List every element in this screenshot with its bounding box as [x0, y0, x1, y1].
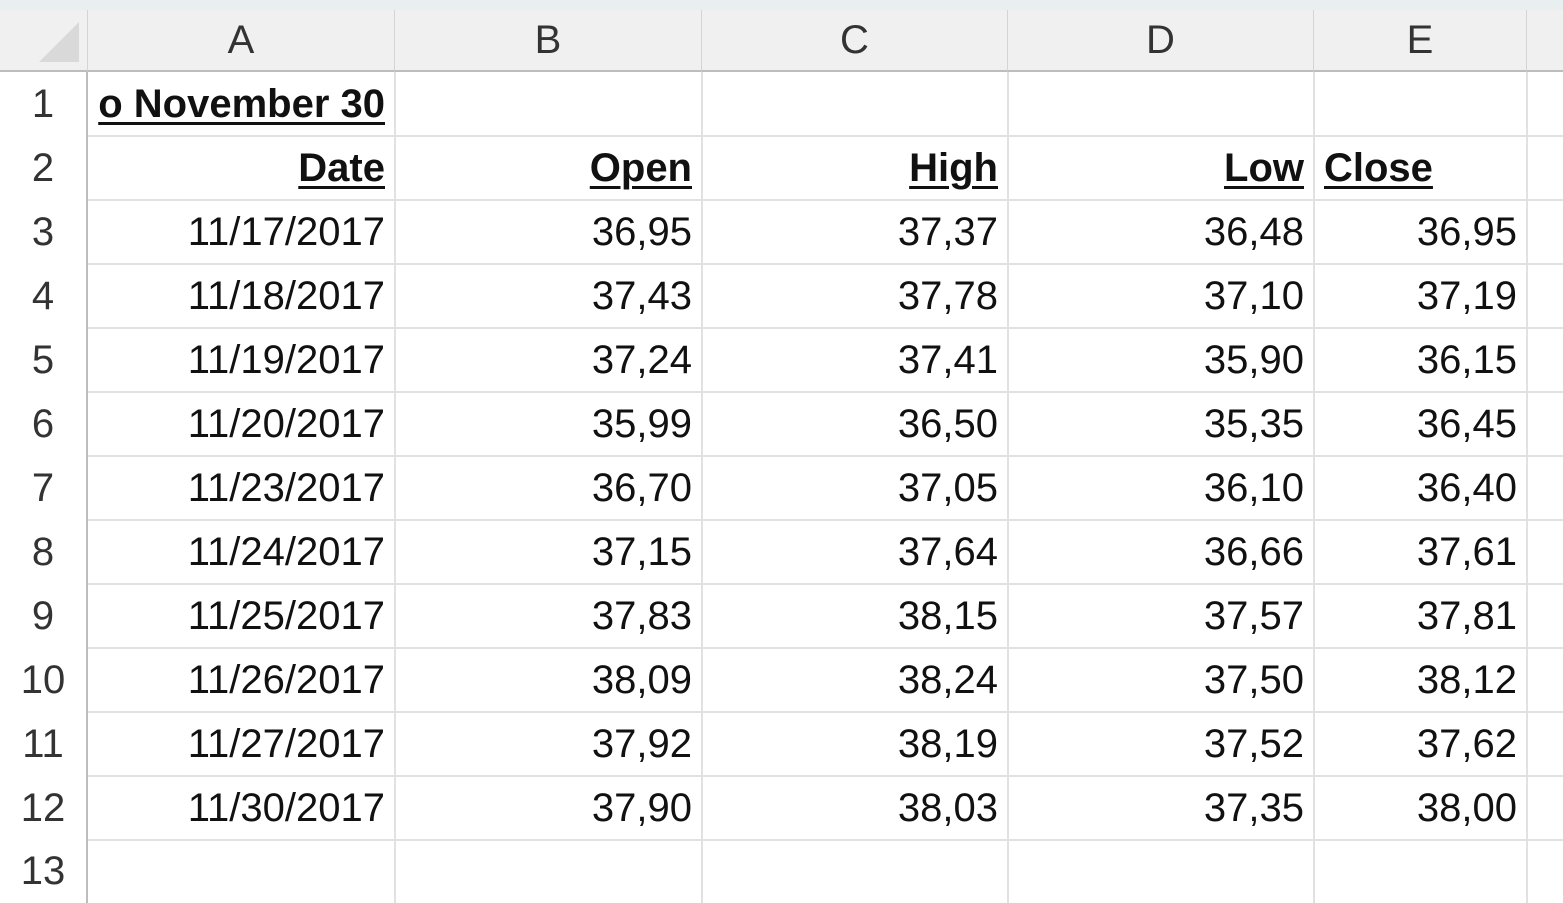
- table-cell-open[interactable]: 37,92: [591, 721, 692, 766]
- table-cell-date[interactable]: 11/20/2017: [187, 401, 385, 446]
- cell-e2-close-header[interactable]: Close: [1324, 145, 1433, 190]
- row-header-4[interactable]: 4: [0, 264, 88, 328]
- gridline-horizontal: [88, 455, 1563, 457]
- gridline-horizontal: [88, 519, 1563, 521]
- gridline-horizontal: [88, 199, 1563, 201]
- table-cell-low[interactable]: 35,35: [1203, 401, 1304, 446]
- spreadsheet-grid[interactable]: A B C D E 1 2 3 4 5 6 7 8 9 10 11 12 13 …: [0, 10, 1563, 903]
- table-cell-high[interactable]: 37,78: [897, 273, 998, 318]
- gridline-vertical: [1007, 72, 1009, 903]
- row-header-3[interactable]: 3: [0, 200, 88, 264]
- table-cell-close[interactable]: 36,15: [1416, 337, 1517, 382]
- column-header-c[interactable]: C: [702, 10, 1008, 72]
- table-cell-low[interactable]: 35,90: [1203, 337, 1304, 382]
- table-cell-close[interactable]: 38,00: [1416, 785, 1517, 830]
- table-cell-date[interactable]: 11/24/2017: [187, 529, 385, 574]
- gridline-horizontal: [88, 263, 1563, 265]
- select-all-corner[interactable]: [0, 10, 88, 72]
- cell-c2-high-header[interactable]: High: [909, 145, 998, 190]
- table-cell-low[interactable]: 37,52: [1203, 721, 1304, 766]
- gridline-horizontal: [88, 647, 1563, 649]
- gridline-vertical: [394, 72, 396, 903]
- table-cell-low[interactable]: 36,10: [1203, 465, 1304, 510]
- table-cell-date[interactable]: 11/27/2017: [187, 721, 385, 766]
- table-cell-open[interactable]: 37,24: [591, 337, 692, 382]
- gridline-horizontal: [88, 135, 1563, 137]
- table-cell-date[interactable]: 11/25/2017: [187, 593, 385, 638]
- gridline-horizontal: [88, 775, 1563, 777]
- table-cell-open[interactable]: 37,90: [591, 785, 692, 830]
- table-cell-date[interactable]: 11/26/2017: [187, 657, 385, 702]
- column-header-f-partial[interactable]: [1527, 10, 1563, 72]
- table-cell-open[interactable]: 37,83: [591, 593, 692, 638]
- gridline-vertical: [701, 72, 703, 903]
- cell-a1[interactable]: o November 30: [98, 81, 385, 126]
- column-header-e[interactable]: E: [1314, 10, 1527, 72]
- row-header-8[interactable]: 8: [0, 520, 88, 584]
- row-header-1[interactable]: 1: [0, 72, 88, 136]
- column-header-d[interactable]: D: [1008, 10, 1314, 72]
- table-cell-close[interactable]: 36,95: [1416, 209, 1517, 254]
- table-cell-close[interactable]: 37,61: [1416, 529, 1517, 574]
- table-cell-close[interactable]: 37,62: [1416, 721, 1517, 766]
- table-cell-low[interactable]: 36,48: [1203, 209, 1304, 254]
- table-cell-close[interactable]: 36,40: [1416, 465, 1517, 510]
- row-header-11[interactable]: 11: [0, 712, 88, 776]
- gridline-horizontal: [88, 327, 1563, 329]
- table-cell-low[interactable]: 36,66: [1203, 529, 1304, 574]
- table-cell-open[interactable]: 35,99: [591, 401, 692, 446]
- table-cell-high[interactable]: 36,50: [897, 401, 998, 446]
- window-top-strip: [0, 0, 1563, 10]
- select-all-triangle-icon: [39, 22, 79, 62]
- table-cell-low[interactable]: 37,10: [1203, 273, 1304, 318]
- table-cell-high[interactable]: 38,19: [897, 721, 998, 766]
- row-header-13[interactable]: 13: [0, 840, 88, 903]
- cell-a2-date-header[interactable]: Date: [298, 145, 385, 190]
- table-cell-date[interactable]: 11/30/2017: [187, 785, 385, 830]
- table-cell-high[interactable]: 38,03: [897, 785, 998, 830]
- gridline-vertical: [1526, 72, 1528, 903]
- row-header-12[interactable]: 12: [0, 776, 88, 840]
- cell-b2-open-header[interactable]: Open: [589, 145, 692, 190]
- table-cell-close[interactable]: 37,81: [1416, 593, 1517, 638]
- table-cell-high[interactable]: 38,15: [897, 593, 998, 638]
- gridline-vertical: [1313, 72, 1315, 903]
- table-cell-low[interactable]: 37,35: [1203, 785, 1304, 830]
- cell-d2-low-header[interactable]: Low: [1224, 145, 1304, 190]
- table-cell-date[interactable]: 11/19/2017: [187, 337, 385, 382]
- table-cell-low[interactable]: 37,50: [1203, 657, 1304, 702]
- table-cell-close[interactable]: 36,45: [1416, 401, 1517, 446]
- gridline-horizontal: [88, 839, 1563, 841]
- table-cell-open[interactable]: 37,43: [591, 273, 692, 318]
- row-header-5[interactable]: 5: [0, 328, 88, 392]
- table-cell-date[interactable]: 11/23/2017: [187, 465, 385, 510]
- row-header-7[interactable]: 7: [0, 456, 88, 520]
- row-header-2[interactable]: 2: [0, 136, 88, 200]
- table-cell-open[interactable]: 36,70: [591, 465, 692, 510]
- gridline-horizontal: [88, 583, 1563, 585]
- table-cell-open[interactable]: 36,95: [591, 209, 692, 254]
- row-header-9[interactable]: 9: [0, 584, 88, 648]
- table-cell-high[interactable]: 37,41: [897, 337, 998, 382]
- row-header-6[interactable]: 6: [0, 392, 88, 456]
- gridline-horizontal: [88, 391, 1563, 393]
- table-cell-date[interactable]: 11/18/2017: [187, 273, 385, 318]
- table-cell-low[interactable]: 37,57: [1203, 593, 1304, 638]
- table-cell-open[interactable]: 37,15: [591, 529, 692, 574]
- table-cell-high[interactable]: 37,37: [897, 209, 998, 254]
- row-header-10[interactable]: 10: [0, 648, 88, 712]
- table-cell-open[interactable]: 38,09: [591, 657, 692, 702]
- column-header-a[interactable]: A: [88, 10, 395, 72]
- table-cell-close[interactable]: 37,19: [1416, 273, 1517, 318]
- table-cell-close[interactable]: 38,12: [1416, 657, 1517, 702]
- table-cell-high[interactable]: 38,24: [897, 657, 998, 702]
- table-cell-high[interactable]: 37,64: [897, 529, 998, 574]
- table-cell-date[interactable]: 11/17/2017: [187, 209, 385, 254]
- column-header-b[interactable]: B: [395, 10, 702, 72]
- gridline-horizontal: [88, 711, 1563, 713]
- table-cell-high[interactable]: 37,05: [897, 465, 998, 510]
